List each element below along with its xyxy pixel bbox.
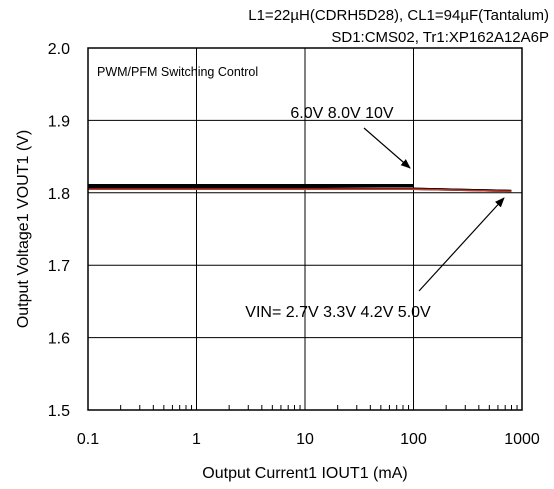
x-tick-labels: 0.1 1 10 100 1000 (77, 431, 540, 448)
y-tick-label-2: 1.7 (48, 258, 70, 275)
y-tick-label-1: 1.6 (48, 331, 70, 348)
y-tick-label-4: 1.9 (48, 113, 70, 130)
y-axis-label: Output Voltage1 VOUT1 (V) (15, 130, 32, 328)
x-tick-label-3: 100 (400, 431, 427, 448)
plot-frame (87, 47, 523, 411)
x-tick-label-0: 0.1 (77, 431, 99, 448)
y-tick-label-5: 2.0 (48, 41, 70, 58)
x-axis-label: Output Current1 IOUT1 (mA) (202, 465, 407, 482)
series-layer (88, 184, 512, 193)
series-line-6 (88, 188, 512, 193)
x-tick-label-1: 1 (192, 431, 201, 448)
grid (87, 47, 523, 411)
note-line-2: SD1:CMS02, Tr1:XP162A12A6P (331, 29, 549, 46)
annotation-low-vin: VIN= 2.7V 3.3V 4.2V 5.0V (245, 304, 431, 321)
y-tick-label-3: 1.8 (48, 186, 70, 203)
x-tick-label-2: 10 (296, 431, 314, 448)
y-tick-label-0: 1.5 (48, 403, 70, 420)
minor-ticks (120, 405, 518, 410)
y-tick-labels: 1.5 1.6 1.7 1.8 1.9 2.0 (48, 41, 70, 420)
x-tick-label-4: 1000 (504, 431, 540, 448)
annotation-low-vin-arrow (418, 197, 505, 292)
note-line-1: L1=22µH(CDRH5D28), CL1=94µF(Tantalum) (248, 7, 549, 24)
annotation-high-vin-arrow (363, 127, 411, 169)
chart-title: PWM/PFM Switching Control (97, 65, 258, 79)
annotation-high-vin: 6.0V 8.0V 10V (290, 105, 394, 122)
